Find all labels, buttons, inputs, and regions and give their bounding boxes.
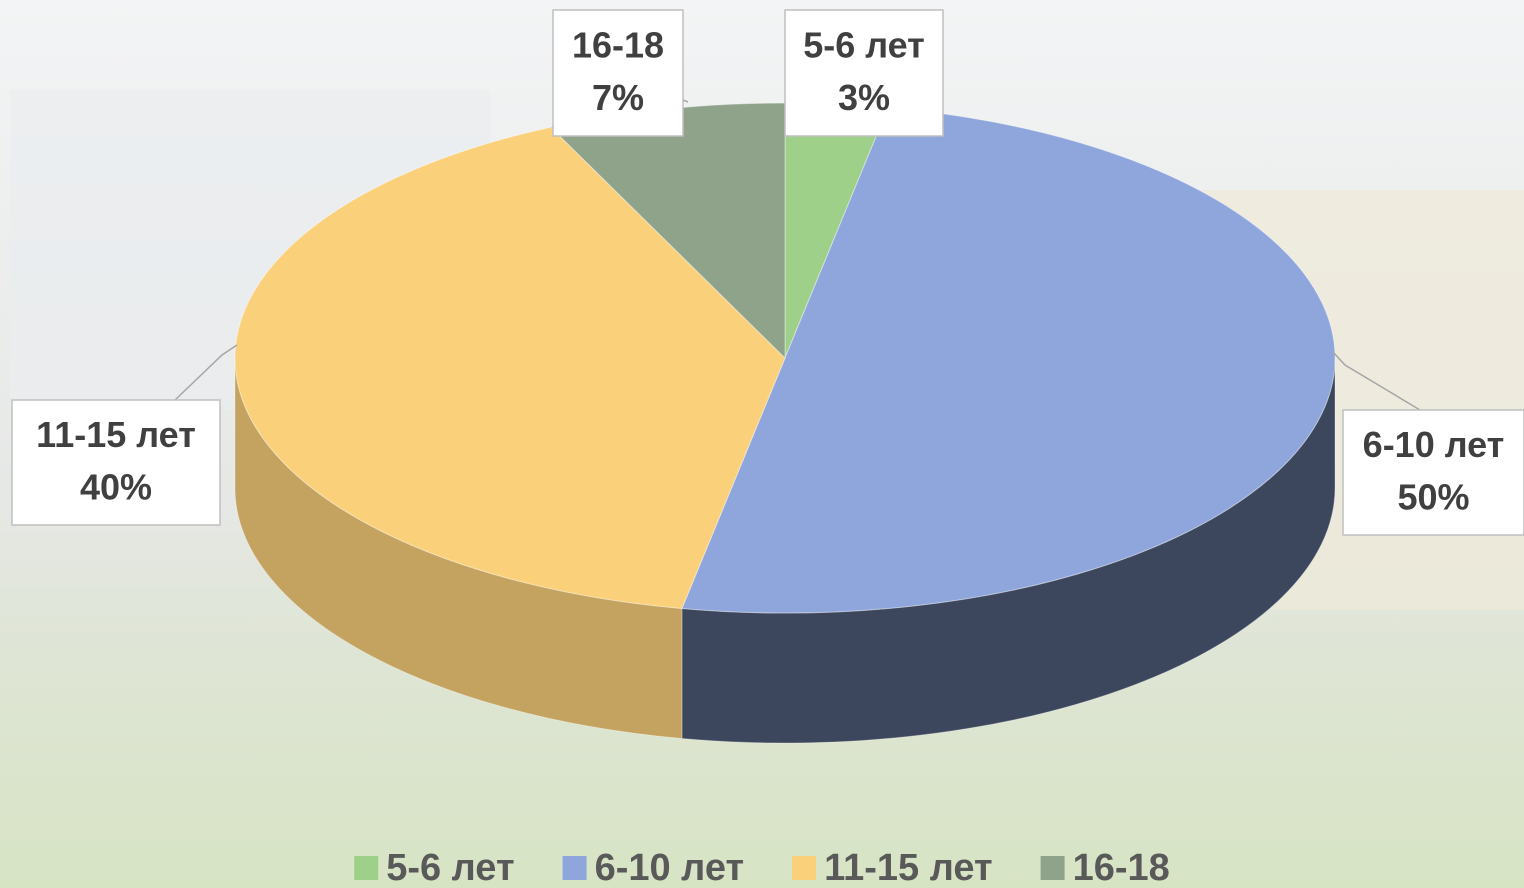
data-label-category: 6-10 лет bbox=[1363, 424, 1505, 465]
data-label-value: 40% bbox=[80, 467, 152, 508]
data-label-category: 5-6 лет bbox=[803, 24, 925, 65]
data-label-value: 50% bbox=[1397, 477, 1469, 518]
legend-swatch bbox=[1041, 856, 1065, 880]
data-label-value: 7% bbox=[592, 77, 644, 118]
data-label-category: 11-15 лет bbox=[36, 414, 196, 455]
legend-label: 16-18 bbox=[1073, 847, 1170, 888]
chart: 5-6 лет 3% 6-10 лет 50% 11-15 лет 40% 16-18 7% 5… bbox=[0, 0, 1524, 888]
data-label-value: 3% bbox=[838, 77, 890, 118]
legend-label: 11-15 лет bbox=[824, 847, 993, 888]
page: 5-6 лет 3% 6-10 лет 50% 11-15 лет 40% 16-18 7% 5… bbox=[0, 0, 1524, 888]
data-label-category: 16-18 bbox=[572, 24, 664, 65]
legend-label: 5-6 лет bbox=[386, 847, 514, 888]
legend-swatch bbox=[354, 856, 378, 880]
legend-swatch bbox=[792, 856, 816, 880]
legend-swatch bbox=[563, 856, 587, 880]
legend-label: 6-10 лет bbox=[595, 847, 745, 888]
